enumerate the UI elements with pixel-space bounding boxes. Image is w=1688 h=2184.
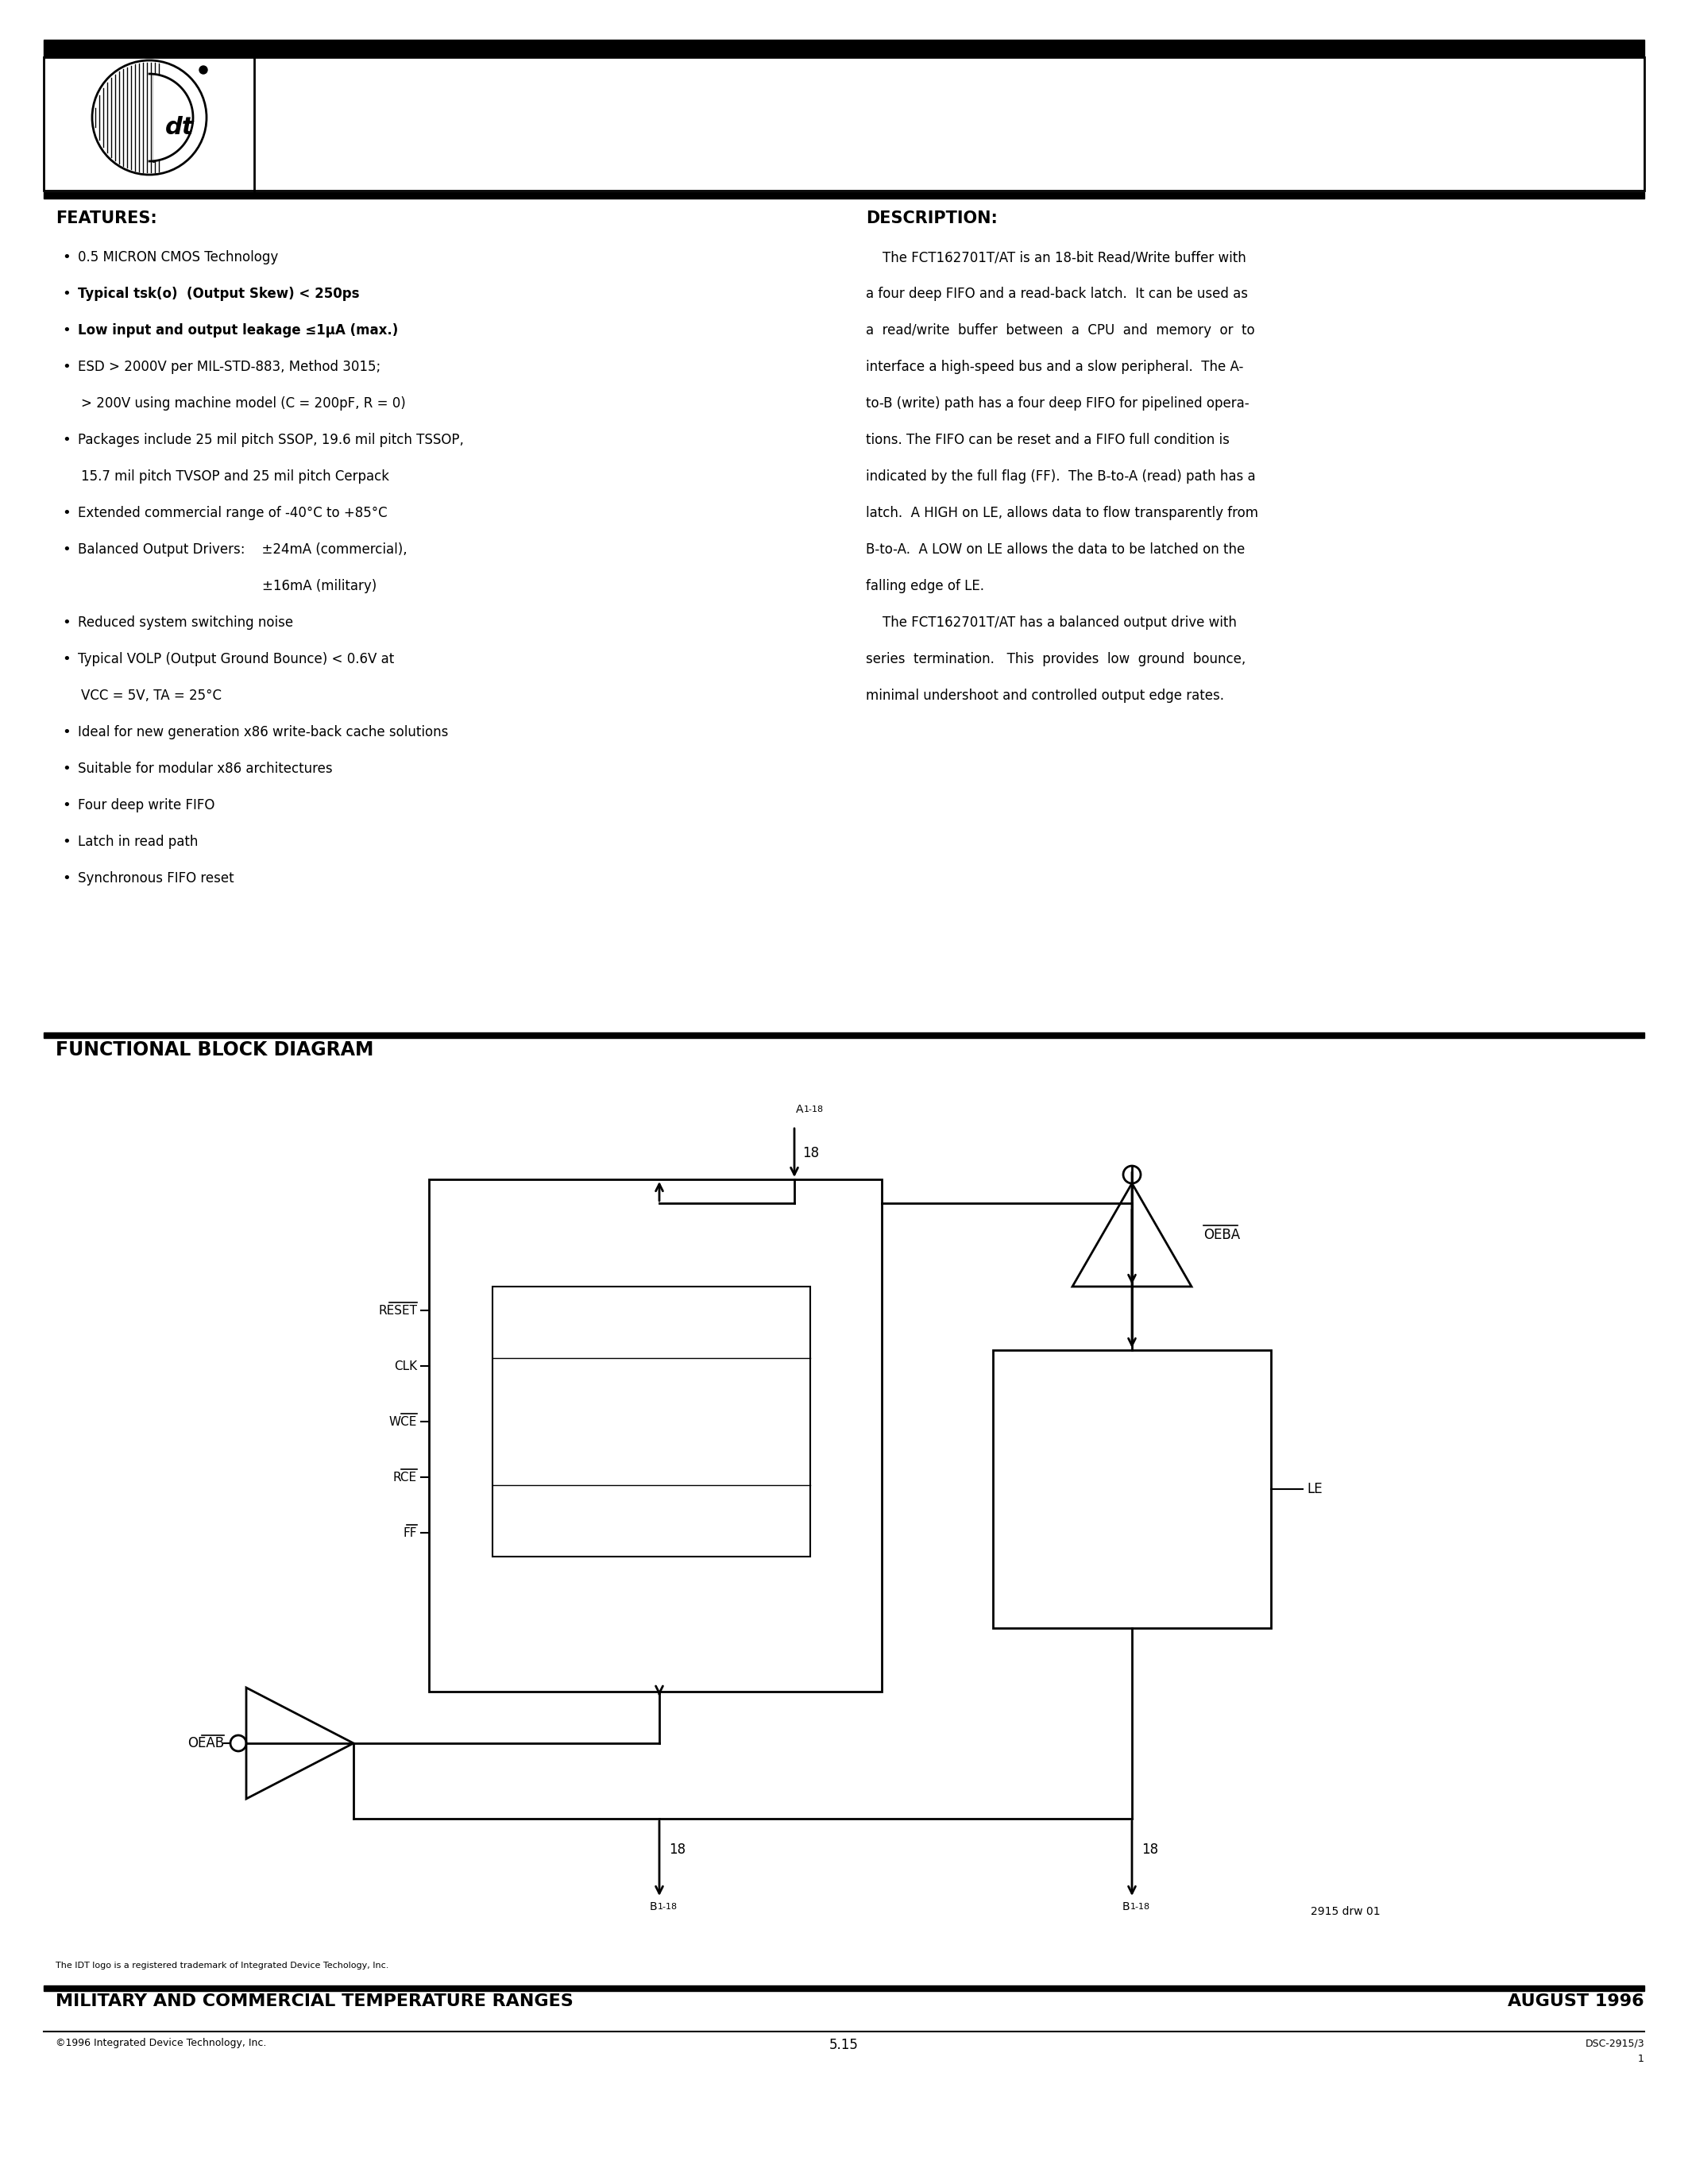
Text: a four deep FIFO and a read-back latch.  It can be used as: a four deep FIFO and a read-back latch. … — [866, 286, 1247, 301]
Text: FEATURES:: FEATURES: — [56, 210, 157, 227]
Text: •: • — [62, 616, 71, 629]
Text: FF: FF — [403, 1527, 417, 1540]
Text: 1-18: 1-18 — [658, 1902, 677, 1911]
Text: Suitable for modular x86 architectures: Suitable for modular x86 architectures — [78, 762, 333, 775]
Text: tions. The FIFO can be reset and a FIFO full condition is: tions. The FIFO can be reset and a FIFO … — [866, 432, 1229, 448]
Bar — [493, 1286, 810, 1557]
Text: minimal undershoot and controlled output edge rates.: minimal undershoot and controlled output… — [866, 688, 1224, 703]
Text: B: B — [1123, 1902, 1129, 1913]
Text: Balanced Output Drivers:    ±24mA (commercial),: Balanced Output Drivers: ±24mA (commerci… — [78, 542, 407, 557]
Text: Four deep write FIFO: Four deep write FIFO — [78, 797, 214, 812]
Text: Latch in read path: Latch in read path — [78, 834, 197, 850]
Text: dt: dt — [165, 116, 194, 138]
Text: •: • — [62, 653, 71, 666]
Text: •: • — [62, 286, 71, 301]
Text: Packages include 25 mil pitch SSOP, 19.6 mil pitch TSSOP,: Packages include 25 mil pitch SSOP, 19.6… — [78, 432, 464, 448]
Text: 18: 18 — [1141, 1843, 1158, 1856]
Text: A: A — [797, 1103, 803, 1116]
Text: ©1996 Integrated Device Technology, Inc.: ©1996 Integrated Device Technology, Inc. — [56, 2038, 267, 2049]
Text: Reduced system switching noise: Reduced system switching noise — [78, 616, 294, 629]
Text: RESET: RESET — [378, 1304, 417, 1317]
Bar — [429, 1179, 881, 1693]
Text: WCE: WCE — [388, 1415, 417, 1428]
Text: Extended commercial range of -40°C to +85°C: Extended commercial range of -40°C to +8… — [78, 507, 387, 520]
Polygon shape — [149, 74, 192, 162]
Text: •: • — [62, 432, 71, 448]
Text: interface a high-speed bus and a slow peripheral.  The A-: interface a high-speed bus and a slow pe… — [866, 360, 1244, 373]
Text: LATCH: LATCH — [1106, 1481, 1158, 1496]
Text: Typical tsk(o)  (Output Skew) < 250ps: Typical tsk(o) (Output Skew) < 250ps — [78, 286, 360, 301]
Text: Typical VOLP (Output Ground Bounce) < 0.6V at: Typical VOLP (Output Ground Bounce) < 0.… — [78, 653, 395, 666]
Text: •: • — [62, 323, 71, 339]
Text: Integrated Device Technology, Inc.: Integrated Device Technology, Inc. — [62, 177, 236, 188]
Text: CLK: CLK — [393, 1361, 417, 1372]
Text: DESCRIPTION:: DESCRIPTION: — [866, 210, 998, 227]
Text: 5.15: 5.15 — [829, 2038, 858, 2053]
Text: 18: 18 — [802, 1147, 819, 1160]
Text: OEAB: OEAB — [187, 1736, 225, 1749]
Text: OEBA: OEBA — [1204, 1227, 1241, 1243]
Text: 1-18: 1-18 — [803, 1105, 824, 1114]
Text: DSC-2915/3: DSC-2915/3 — [1585, 2038, 1644, 2049]
Circle shape — [199, 66, 208, 74]
Text: FAST CMOS 18-BIT: FAST CMOS 18-BIT — [285, 79, 584, 107]
Text: B-to-A.  A LOW on LE allows the data to be latched on the: B-to-A. A LOW on LE allows the data to b… — [866, 542, 1246, 557]
Text: •: • — [62, 542, 71, 557]
Text: to-B (write) path has a four deep FIFO for pipelined opera-: to-B (write) path has a four deep FIFO f… — [866, 395, 1249, 411]
Text: Low input and output leakage ≤1μA (max.): Low input and output leakage ≤1μA (max.) — [78, 323, 398, 339]
Text: •: • — [62, 871, 71, 885]
Text: latch.  A HIGH on LE, allows data to flow transparently from: latch. A HIGH on LE, allows data to flow… — [866, 507, 1258, 520]
Text: ESD > 2000V per MIL-STD-883, Method 3015;: ESD > 2000V per MIL-STD-883, Method 3015… — [78, 360, 381, 373]
Text: The FCT162701T/AT is an 18-bit Read/Write buffer with: The FCT162701T/AT is an 18-bit Read/Writ… — [866, 251, 1246, 264]
Text: R/W BUFFER: R/W BUFFER — [285, 124, 486, 151]
Text: 15.7 mil pitch TVSOP and 25 mil pitch Cerpack: 15.7 mil pitch TVSOP and 25 mil pitch Ce… — [81, 470, 390, 483]
Text: •: • — [62, 251, 71, 264]
Bar — [44, 57, 1644, 190]
Text: 0.5 MICRON CMOS Technology: 0.5 MICRON CMOS Technology — [78, 251, 279, 264]
Text: VCC = 5V, TA = 25°C: VCC = 5V, TA = 25°C — [81, 688, 221, 703]
Text: FIFO: FIFO — [635, 1400, 668, 1415]
Bar — [44, 1033, 1644, 1037]
Text: 1-18: 1-18 — [1131, 1902, 1150, 1911]
Text: FUNCTIONAL BLOCK DIAGRAM: FUNCTIONAL BLOCK DIAGRAM — [56, 1040, 373, 1059]
Text: •: • — [62, 762, 71, 775]
Bar — [44, 192, 1644, 199]
Text: AUGUST 1996: AUGUST 1996 — [1507, 1994, 1644, 2009]
Text: •: • — [62, 360, 71, 373]
Text: RCE: RCE — [393, 1472, 417, 1483]
Text: falling edge of LE.: falling edge of LE. — [866, 579, 984, 594]
Text: The FCT162701T/AT has a balanced output drive with: The FCT162701T/AT has a balanced output … — [866, 616, 1237, 629]
Text: 18: 18 — [668, 1843, 685, 1856]
Text: Synchronous FIFO reset: Synchronous FIFO reset — [78, 871, 235, 885]
Text: Ideal for new generation x86 write-back cache solutions: Ideal for new generation x86 write-back … — [78, 725, 449, 740]
Text: •: • — [62, 507, 71, 520]
Text: •: • — [62, 797, 71, 812]
Text: LE: LE — [1307, 1483, 1322, 1496]
Text: IDT54/74FCT162701T/AT: IDT54/74FCT162701T/AT — [1224, 79, 1556, 103]
Text: MILITARY AND COMMERCIAL TEMPERATURE RANGES: MILITARY AND COMMERCIAL TEMPERATURE RANG… — [56, 1994, 574, 2009]
Bar — [44, 1985, 1644, 1992]
Text: •: • — [62, 725, 71, 740]
Bar — [993, 1350, 1271, 1627]
Text: 1: 1 — [1637, 2053, 1644, 2064]
Text: > 200V using machine model (C = 200pF, R = 0): > 200V using machine model (C = 200pF, R… — [81, 395, 405, 411]
Text: (4 deep): (4 deep) — [623, 1422, 679, 1435]
Text: B: B — [650, 1902, 657, 1913]
Text: •: • — [62, 834, 71, 850]
Circle shape — [93, 61, 206, 175]
Text: series  termination.   This  provides  low  ground  bounce,: series termination. This provides low gr… — [866, 653, 1246, 666]
Text: indicated by the full flag (FF).  The B-to-A (read) path has a: indicated by the full flag (FF). The B-t… — [866, 470, 1256, 483]
Text: ±16mA (military): ±16mA (military) — [262, 579, 376, 594]
Bar — [44, 39, 1644, 57]
Text: a  read/write  buffer  between  a  CPU  and  memory  or  to: a read/write buffer between a CPU and me… — [866, 323, 1254, 339]
Text: The IDT logo is a registered trademark of Integrated Device Techology, Inc.: The IDT logo is a registered trademark o… — [56, 1961, 388, 1970]
Text: 2915 drw 01: 2915 drw 01 — [1310, 1907, 1381, 1918]
